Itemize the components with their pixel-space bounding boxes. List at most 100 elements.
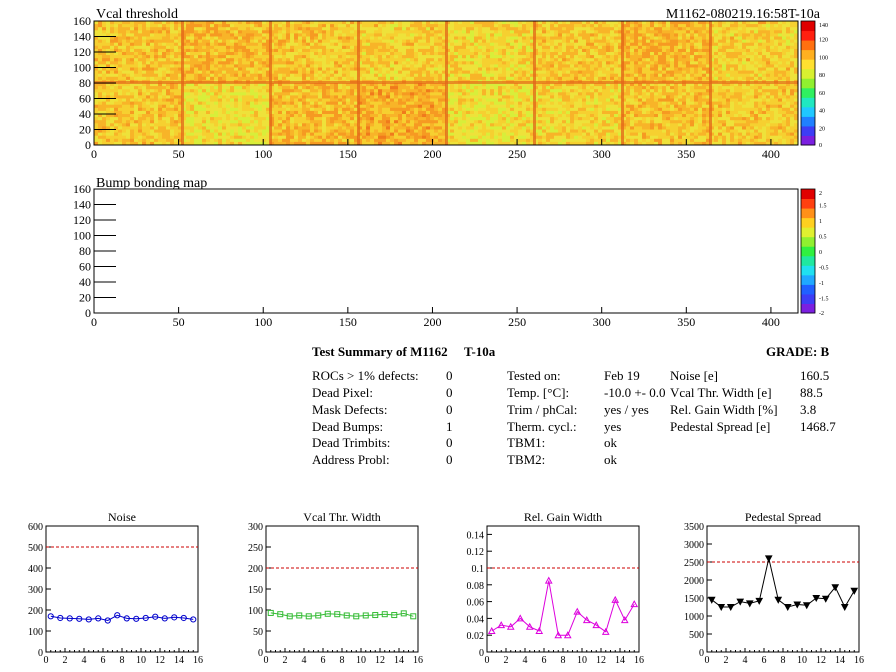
heatmap-cell [266,33,271,37]
heatmap-cell [742,27,747,31]
heatmap-cell [250,58,255,62]
heatmap-cell [286,83,291,87]
heatmap-cell [402,67,407,71]
heatmap-cell [466,104,471,109]
heatmap-cell [626,89,631,93]
heatmap-cell [486,48,491,53]
heatmap-cell [774,89,779,93]
heatmap-cell [554,21,559,25]
heatmap-cell [642,52,647,56]
heatmap-cell [622,55,627,59]
heatmap-cell [502,104,507,109]
heatmap-cell [478,21,483,25]
heatmap-cell [786,48,791,53]
heatmap-cell [462,61,467,65]
heatmap-cell [594,33,599,37]
heatmap-cell [510,36,515,40]
heatmap-cell [618,30,623,34]
heatmap-cell [778,67,783,71]
heatmap-cell [542,36,547,40]
heatmap-cell [746,21,751,25]
heatmap-cell [678,73,683,78]
heatmap-cell [770,39,775,43]
heatmap-cell [742,58,747,62]
heatmap-cell [790,89,795,93]
heatmap-cell [186,36,191,40]
heatmap-cell [594,76,599,81]
heatmap-cell [178,83,183,87]
heatmap-cell [742,39,747,43]
heatmap-cell [654,33,659,37]
heatmap-cell [190,48,195,53]
heatmap-cell [350,45,355,50]
heatmap-cell [218,73,223,78]
heatmap-cell [198,83,203,87]
heatmap-cell [346,92,351,96]
heatmap-cell [514,58,519,62]
heatmap-cell [690,104,695,109]
heatmap-cell [402,24,407,28]
heatmap-cell [694,55,699,59]
heatmap-cell [762,39,767,43]
heatmap-cell [510,89,515,93]
heatmap-cell [282,89,287,93]
heatmap-cell [470,83,475,87]
heatmap-cell [490,52,495,56]
heatmap-cell [762,67,767,71]
heatmap-cell [450,45,455,50]
heatmap-cell [710,64,715,68]
heatmap-cell [714,48,719,53]
heatmap-cell [750,39,755,43]
heatmap-cell [182,98,187,102]
heatmap-cell [750,61,755,65]
heatmap-cell [698,70,703,74]
heatmap-cell [694,21,699,25]
heatmap-cell [662,86,667,90]
heatmap-cell [242,48,247,53]
heatmap-cell [450,55,455,59]
heatmap-cell [578,24,583,28]
heatmap-cell [286,48,291,53]
heatmap-cell [166,21,171,25]
heatmap-cell [770,33,775,37]
heatmap-cell [234,64,239,68]
heatmap-cell [318,104,323,109]
heatmap-cell [142,70,147,74]
heatmap-cell [742,76,747,81]
heatmap-cell [286,98,291,102]
heatmap-cell [774,73,779,78]
heatmap-cell [626,76,631,81]
heatmap-cell [506,98,511,102]
heatmap-cell [310,95,315,99]
heatmap-cell [682,101,687,105]
heatmap-cell [702,48,707,53]
heatmap-cell [402,45,407,50]
heatmap-cell [178,36,183,40]
heatmap-cell [762,76,767,81]
heatmap-cell [354,95,359,99]
heatmap-cell [730,21,735,25]
heatmap-cell [406,45,411,50]
heatmap-cell [150,67,155,71]
heatmap-cell [642,33,647,37]
heatmap-cell [558,92,563,96]
heatmap-cell [730,64,735,68]
heatmap-cell [422,24,427,28]
heatmap-cell [762,104,767,109]
heatmap-cell [294,70,299,74]
heatmap-cell [710,92,715,96]
heatmap-cell [774,76,779,81]
heatmap-cell [222,61,227,65]
heatmap-cell [138,95,143,99]
heatmap-cell [114,52,119,56]
heatmap-cell [282,101,287,105]
heatmap-cell [554,39,559,43]
heatmap-cell [162,64,167,68]
heatmap-cell [758,42,763,47]
heatmap-cell [102,45,107,50]
heatmap-cell [754,67,759,71]
heatmap-cell [666,55,671,59]
heatmap-cell [574,61,579,65]
heatmap-cell [614,86,619,90]
heatmap-cell [330,33,335,37]
